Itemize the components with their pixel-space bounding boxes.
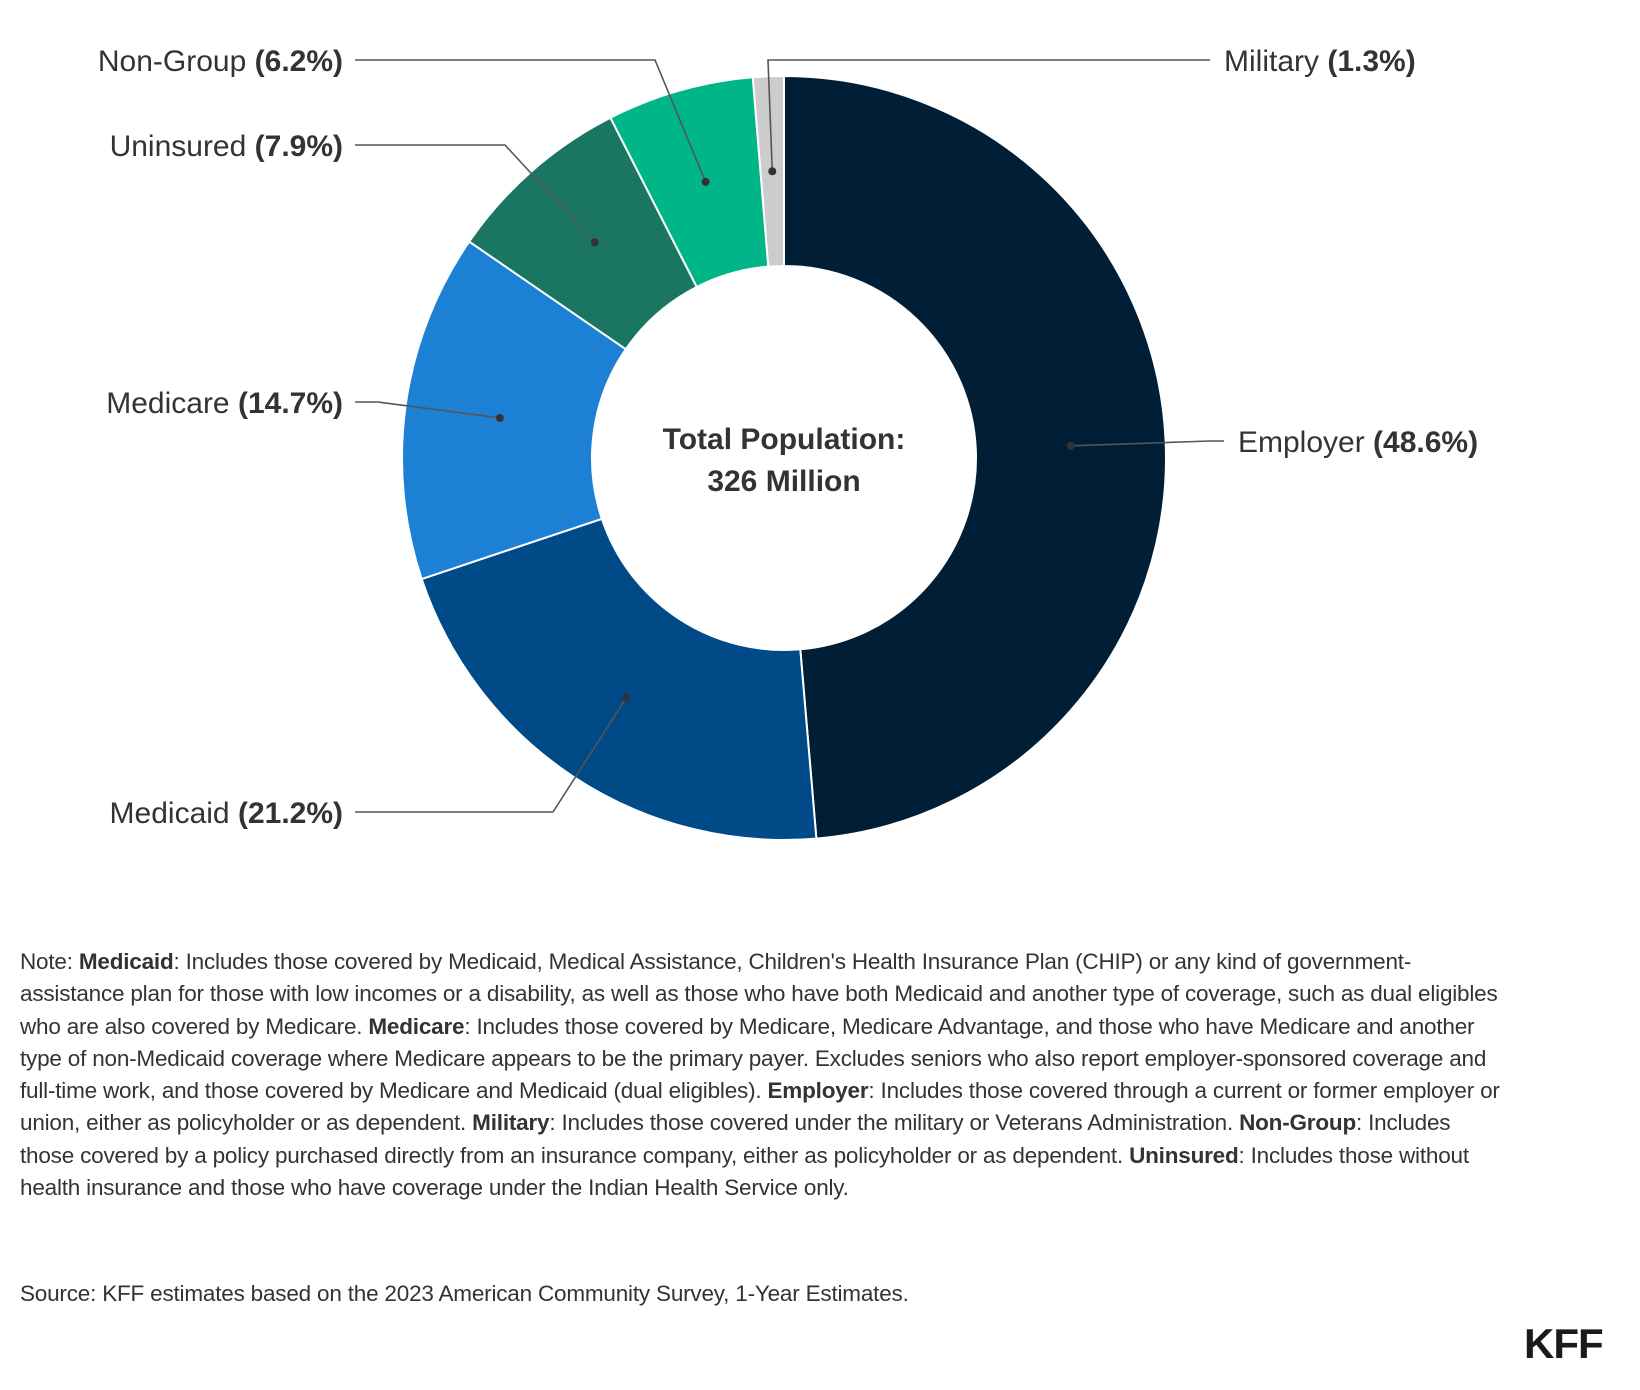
leader-dot-uninsured <box>590 238 599 247</box>
slice-label-employer: Employer (48.6%) <box>1238 426 1478 459</box>
slice-medicaid <box>420 517 818 841</box>
slice-label-name: Military <box>1224 45 1327 78</box>
donut-slices <box>401 74 1168 841</box>
slice-label-medicaid: Medicaid (21.2%) <box>110 797 343 830</box>
slice-label-percent: (48.6%) <box>1373 426 1478 459</box>
note-def-medicaid: : Includes those covered by Medicaid, Me… <box>20 949 1498 1039</box>
note-term-employer: Employer <box>767 1078 869 1104</box>
kff-logo: KFF <box>1524 1320 1604 1367</box>
leader-lines <box>355 59 1224 813</box>
note-term-non-group: Non-Group <box>1239 1110 1356 1136</box>
leader-line-military <box>767 59 1210 172</box>
leader-dot-employer <box>1066 441 1075 450</box>
note-prefix: Note: <box>20 949 79 974</box>
slice-label-military: Military (1.3%) <box>1224 45 1416 78</box>
slice-label-non-group: Non-Group (6.2%) <box>98 45 343 78</box>
leader-line-medicare <box>355 401 500 419</box>
slice-label-percent: (6.2%) <box>255 45 343 78</box>
slice-label-name: Employer <box>1238 426 1373 459</box>
leader-dot-military <box>768 167 777 176</box>
note-term-medicaid: Medicaid <box>78 949 174 974</box>
leader-dot-non-group <box>701 177 710 186</box>
center-label-line-1: Total Population: <box>663 423 906 456</box>
slice-label-percent: (14.7%) <box>238 387 343 420</box>
center-label-line-2: 326 Million <box>707 465 860 498</box>
note-def-non-group: : Includes those covered by a policy pur… <box>20 1110 1451 1168</box>
leader-dot-medicaid <box>622 693 631 702</box>
source-text: Source: KFF estimates based on the 2023 … <box>20 1281 909 1306</box>
slice-label-percent: (21.2%) <box>238 797 343 830</box>
slice-employer <box>783 74 1168 840</box>
note-term-medicare: Medicare <box>368 1013 465 1039</box>
note-def-uninsured: : Includes those without health insuranc… <box>20 1142 1469 1201</box>
slice-label-percent: (1.3%) <box>1327 45 1415 78</box>
leader-line-non-group <box>355 59 707 183</box>
chart-note: Note: Medicaid: Includes those covered b… <box>20 946 1500 1204</box>
slice-labels: Employer (48.6%) Medicaid (21.2%) Medicare… <box>98 45 1478 830</box>
note-def-employer: : Includes those covered through a curre… <box>20 1078 1500 1136</box>
slice-label-uninsured: Uninsured (7.9%) <box>110 130 343 163</box>
note-term-military: Military <box>472 1110 550 1136</box>
leader-line-medicaid <box>355 697 627 813</box>
note-def-military: : Includes those covered under the milit… <box>549 1110 1240 1136</box>
slice-label-name: Non-Group <box>98 45 255 78</box>
slice-label-name: Uninsured <box>110 130 255 163</box>
slice-label-name: Medicare <box>106 387 238 420</box>
note-term-uninsured: Uninsured <box>1129 1142 1239 1168</box>
slice-medicare <box>401 240 628 581</box>
slice-label-name: Medicaid <box>110 797 238 830</box>
leader-dot-medicare <box>495 413 504 422</box>
leader-line-uninsured <box>355 144 596 243</box>
donut-chart: Employer (48.6%) Medicaid (21.2%) Medicare… <box>98 45 1478 841</box>
leader-line-employer <box>1070 440 1224 447</box>
note-def-medicare: : Includes those covered by Medicare, Me… <box>20 1013 1487 1104</box>
slice-label-percent: (7.9%) <box>255 130 343 163</box>
slice-label-medicare: Medicare (14.7%) <box>106 387 343 420</box>
